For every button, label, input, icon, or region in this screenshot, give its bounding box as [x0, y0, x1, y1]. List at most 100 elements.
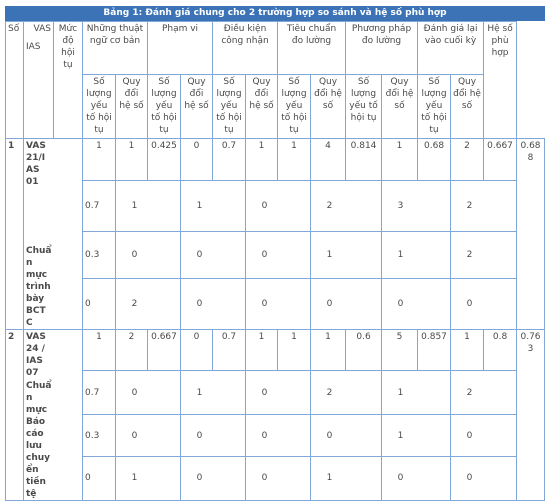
cell: 2	[310, 179, 383, 232]
group-1-sub-row: 0.3 0 0 0 1 1 2	[6, 230, 545, 280]
cell: 0.68	[417, 138, 452, 181]
cell: 5	[381, 328, 419, 372]
subheader-quy-doi: Quy đổi hệ số	[450, 74, 485, 139]
cell: 1	[310, 455, 383, 501]
cell: 0	[179, 328, 214, 372]
cell: 0	[179, 414, 247, 457]
cell: 1	[115, 138, 148, 181]
group-2-sub-muc: 0.3	[82, 414, 116, 457]
subheader-so-luong: Số lượng yếu tố hội tụ	[147, 74, 181, 139]
cell: 1	[277, 138, 312, 181]
subheader-quy-doi: Quy đổi hệ số	[245, 74, 279, 139]
header-so: Số	[5, 21, 24, 139]
cell: 1	[381, 230, 452, 280]
group-1-sub-muc: 0.7	[82, 179, 116, 232]
cell: 1	[115, 179, 181, 232]
cell: 0	[450, 414, 518, 457]
group-2-sub-muc: 0	[82, 455, 116, 501]
cell: 3	[381, 179, 452, 232]
cell: 0	[381, 455, 452, 501]
group-2-sub-row: 0.3 0 0 0 0 1 0	[6, 414, 545, 457]
cell: 0	[450, 455, 518, 501]
subheader-so-luong: Số lượng yếu tố hội tụ	[212, 74, 247, 139]
cell: 1	[179, 179, 247, 232]
cell: 0	[310, 414, 383, 457]
cell: 0	[245, 455, 312, 501]
header-nhung-thuat-ngu: Những thuật ngữ cơ bản	[82, 21, 148, 75]
group-2-muc: 1	[82, 328, 116, 372]
cell: 0	[115, 370, 181, 416]
cell: 2	[450, 230, 518, 280]
subheader-so-luong: Số lượng yếu tố hội tụ	[82, 74, 116, 139]
cell: 0	[245, 278, 312, 330]
cell: 2	[115, 328, 148, 372]
subheader-quy-doi: Quy đổi hệ số	[381, 74, 419, 139]
table-title: Bảng 1: Đánh giá chung cho 2 trường hợp …	[5, 6, 545, 21]
group-1-main-row: 1 VAS 21/IAS 01 Chuẩn mực trình bày BCTC…	[5, 138, 545, 330]
header-pham-vi: Phạm vi	[146, 21, 214, 75]
cell: 2	[450, 138, 485, 181]
group-2-number: 2	[5, 329, 24, 501]
group-2-sub-row: 0.7 0 1 0 2 1 2	[6, 370, 545, 416]
cell: 1	[245, 328, 279, 372]
cell: 0	[245, 230, 312, 280]
cell: 0	[245, 179, 312, 232]
cell: 1	[277, 328, 312, 372]
group-2-standard: VAS 24 / IAS 07 Chuẩn mực Báo cáo lưu chu…	[23, 329, 83, 501]
header-tieu-chuan: Tiêu chuẩn đo lường	[277, 21, 347, 75]
cell: 0.814	[345, 138, 383, 181]
cell: 1	[310, 328, 347, 372]
assessment-table: Số VAS IAS Mức độ hội tụ Những thuật ngữ …	[5, 21, 545, 501]
subheader-so-luong: Số lượng yếu tố hội tụ	[277, 74, 312, 139]
cell: 0.8	[483, 328, 518, 372]
cell: 0.857	[417, 328, 452, 372]
cell: 1	[381, 138, 419, 181]
cell: 0.6	[345, 328, 383, 372]
group-1-standard: VAS 21/IAS 01 Chuẩn mực trình bày BCTC	[23, 138, 83, 330]
cell: 0.667	[147, 328, 181, 372]
cell: 0	[310, 278, 383, 330]
subheader-so-luong: Số lượng yếu tố hội tụ	[417, 74, 452, 139]
cell: 2	[450, 179, 518, 232]
cell: 0.667	[483, 138, 518, 181]
subheader-so-luong: Số lượng yếu tố hội tụ	[345, 74, 383, 139]
group-1-muc: 1	[82, 138, 116, 181]
group-1-he-so: 0.688	[516, 138, 545, 330]
cell: 0	[115, 414, 181, 457]
header-muc-do-hoi-tu: Mức độ hội tụ	[53, 21, 83, 139]
subheader-quy-doi: Quy đổi hệ số	[179, 74, 214, 139]
cell: 1	[310, 230, 383, 280]
cell: 0	[179, 138, 214, 181]
header-phuong-phap: Phương pháp đo lường	[345, 21, 419, 75]
header-he-so-phu-hop: Hệ số phù hợp	[483, 21, 518, 139]
cell: 0	[245, 370, 312, 416]
cell: 1	[381, 414, 452, 457]
header-danh-gia-lai: Đánh giá lại vào cuối kỳ	[417, 21, 485, 75]
cell: 0	[115, 230, 181, 280]
header-dieu-kien: Điều kiện công nhận	[212, 21, 279, 75]
cell: 0	[450, 278, 518, 330]
cell: 1	[381, 370, 452, 416]
cell: 0.425	[147, 138, 181, 181]
cell: 0	[245, 414, 312, 457]
subheader-quy-doi: Quy đổi hệ số	[310, 74, 347, 139]
group-1-sub-muc: 0.3	[82, 230, 116, 280]
cell: 0	[179, 278, 247, 330]
group-1-sub-row: 0.7 1 1 0 2 3 2	[6, 179, 545, 232]
cell: 1	[179, 370, 247, 416]
cell: 1	[450, 328, 485, 372]
group-1-sub-muc: 0	[82, 278, 116, 330]
cell: 0	[381, 278, 452, 330]
cell: 0	[179, 455, 247, 501]
cell: 1	[115, 455, 181, 501]
subheader-quy-doi: Quy đổi hệ số	[115, 74, 148, 139]
cell: 1	[245, 138, 279, 181]
document-page: Bảng 1: Đánh giá chung cho 2 trường hợp …	[5, 6, 545, 501]
cell: 0	[179, 230, 247, 280]
cell: 0.7	[212, 138, 247, 181]
cell: 2	[450, 370, 518, 416]
subheader-row: Số lượng yếu tố hội tụ Quy đổi hệ số Số …	[6, 74, 545, 139]
group-2-he-so: 0.763	[516, 329, 545, 501]
group-1-number: 1	[5, 138, 24, 330]
